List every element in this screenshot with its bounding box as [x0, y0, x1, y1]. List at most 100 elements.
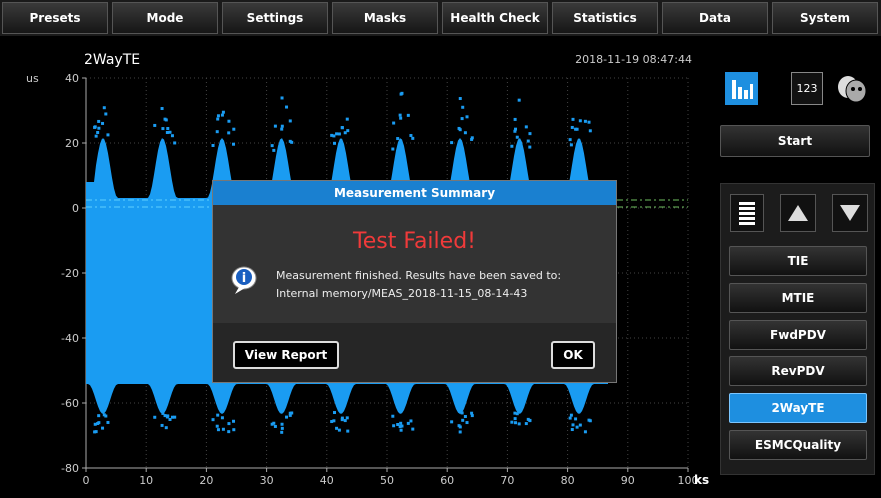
scatter-dot	[470, 136, 474, 140]
scatter-dot	[458, 430, 462, 434]
menu-bar: Presets Mode Settings Masks Health Check Stat…	[0, 0, 881, 36]
x-tick-label: 50	[380, 474, 394, 487]
scatter-dot	[457, 126, 461, 130]
scatter-dot	[106, 133, 110, 137]
scatter-dot	[285, 415, 289, 419]
scatter-dot	[470, 137, 474, 141]
scatter-dot	[102, 106, 106, 110]
scatter-dot	[571, 117, 575, 121]
menu-button[interactable]: Presets	[2, 2, 108, 34]
scatter-dot	[571, 423, 575, 427]
y-tick-label: 40	[65, 72, 79, 85]
scatter-dot	[340, 416, 344, 420]
scatter-dot	[460, 411, 464, 415]
menu-button[interactable]: Masks	[332, 2, 438, 34]
scatter-dot	[273, 124, 277, 128]
scatter-dot	[273, 424, 277, 428]
scatter-dot	[396, 423, 400, 427]
view-report-button[interactable]: View Report	[233, 341, 339, 369]
scatter-dot	[104, 414, 108, 418]
y-tick-label: -80	[61, 462, 79, 475]
scatter-dot	[583, 119, 587, 123]
scatter-dot	[221, 110, 225, 114]
scatter-dot	[528, 419, 532, 423]
scatter-dot	[101, 121, 105, 125]
scatter-dot	[333, 411, 337, 415]
scatter-dot	[398, 425, 402, 429]
scatter-dot	[170, 134, 174, 138]
x-tick-label: 10	[139, 474, 153, 487]
counter-button[interactable]: 123	[791, 72, 823, 105]
scatter-dot	[216, 413, 220, 417]
icon	[788, 205, 808, 221]
scatter-dot	[280, 127, 284, 131]
measurement-button[interactable]: FwdPDV	[729, 319, 867, 350]
mask-icon[interactable]	[835, 72, 868, 105]
menu-button[interactable]: System	[772, 2, 878, 34]
scatter-dot	[450, 420, 454, 424]
measurement-button[interactable]: TIE	[729, 246, 867, 276]
scatter-dot	[288, 413, 292, 417]
scatter-dot	[409, 134, 413, 138]
x-unit: ks	[694, 473, 709, 487]
scatter-dot	[470, 414, 474, 418]
scatter-dot	[272, 421, 276, 425]
scatter-dot	[280, 96, 284, 100]
scatter-dot	[160, 423, 164, 427]
scatter-dot	[569, 143, 573, 147]
scatter-dot	[528, 145, 532, 149]
scatter-dot	[346, 129, 350, 133]
start-button[interactable]: Start	[720, 125, 870, 157]
scatter-dot	[465, 421, 469, 425]
ok-button[interactable]: OK	[551, 341, 595, 369]
scatter-dot	[399, 92, 403, 96]
scatter-dot	[461, 105, 465, 109]
icon	[838, 76, 867, 103]
scatter-dot	[583, 430, 587, 434]
scatter-dot	[587, 120, 591, 124]
menu-button[interactable]: Statistics	[552, 2, 658, 34]
x-tick-label: 60	[440, 474, 454, 487]
scatter-dot	[227, 422, 231, 426]
scatter-dot	[335, 426, 339, 430]
menu-button[interactable]: Settings	[222, 2, 328, 34]
x-tick-label: 40	[320, 474, 334, 487]
measurement-button[interactable]: ESMCQuality	[729, 430, 867, 460]
message-line: Measurement finished. Results have been …	[276, 269, 562, 282]
menu-button[interactable]: Mode	[112, 2, 218, 34]
scatter-dot	[164, 426, 168, 430]
menu-button[interactable]: Health Check	[442, 2, 548, 34]
scatter-dot	[588, 419, 592, 423]
scatter-dot	[96, 131, 100, 135]
scatter-dot	[332, 134, 336, 138]
scatter-dot	[333, 141, 337, 145]
chart-view-icon[interactable]	[725, 72, 758, 105]
icon	[840, 205, 860, 221]
measurement-button[interactable]: RevPDV	[729, 356, 867, 387]
scatter-dot	[465, 115, 469, 119]
down-button[interactable]	[832, 194, 868, 232]
scatter-dot	[153, 415, 157, 419]
measurement-button[interactable]: 2WayTE	[729, 393, 867, 424]
scatter-dot	[97, 414, 101, 418]
scatter-dot	[216, 428, 220, 432]
scatter-dot	[93, 430, 97, 434]
scatter-dot	[399, 421, 403, 425]
y-unit: us	[26, 72, 39, 85]
message-line: Internal memory/MEAS_2018-11-15_08-14-43	[276, 287, 528, 300]
scatter-dot	[514, 421, 518, 425]
measurement-button[interactable]: MTIE	[729, 282, 867, 313]
up-button[interactable]	[780, 194, 816, 232]
plot-title: 2WayTE	[84, 52, 140, 68]
menu-button[interactable]: Data	[662, 2, 768, 34]
scatter-dot	[94, 430, 98, 434]
scatter-dot	[220, 113, 224, 117]
y-tick-label: -40	[61, 332, 79, 345]
list-icon[interactable]	[730, 194, 764, 232]
scatter-dot	[457, 424, 461, 428]
scatter-dot	[570, 428, 574, 432]
dialog: Measurement Summary Test Failed! i Measu…	[212, 180, 617, 383]
scatter-dot	[153, 123, 157, 127]
timestamp: 2018-11-19 08:47:44	[575, 53, 692, 66]
scatter-dot	[285, 105, 289, 109]
